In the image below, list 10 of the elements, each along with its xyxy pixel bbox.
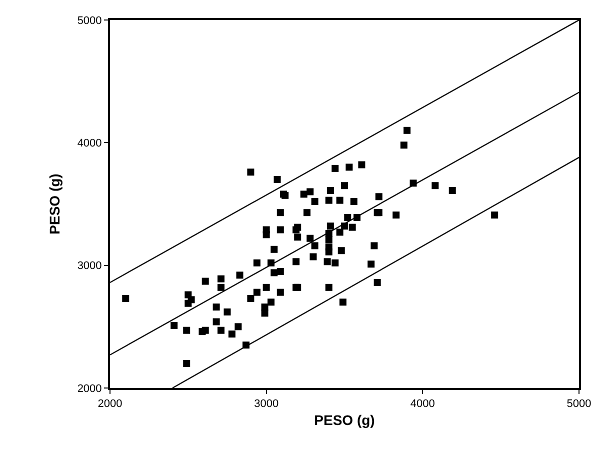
y-tick-label: 2000 xyxy=(77,382,102,395)
x-tick-label: 4000 xyxy=(410,398,435,410)
y-tick-label: 3000 xyxy=(77,260,102,272)
x-tick-label: 2000 xyxy=(98,398,122,410)
x-tick-label: 3000 xyxy=(254,398,279,410)
y-axis-title: PESO (g) xyxy=(46,174,62,234)
x-axis-title: PESO (g) xyxy=(314,412,375,428)
y-tick-label: 5000 xyxy=(77,14,102,27)
x-tick-label: 5000 xyxy=(566,398,592,410)
y-tick-label: 4000 xyxy=(77,138,102,150)
